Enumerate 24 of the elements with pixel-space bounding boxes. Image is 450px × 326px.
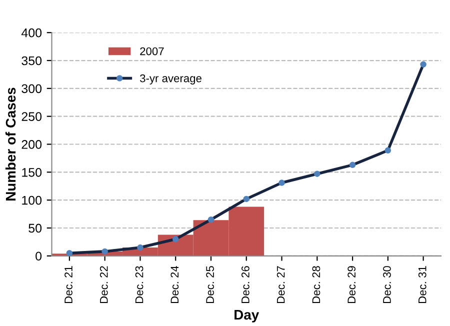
y-tick-label: 350: [22, 56, 42, 66]
x-tick-label: Dec. 22: [100, 266, 108, 304]
x-tick-label: Dec. 31: [418, 266, 426, 304]
x-tick-label: Dec. 21: [64, 266, 72, 304]
legend-label: 2007: [140, 47, 164, 56]
y-tick-label: 300: [22, 84, 42, 94]
y-tick-label: 150: [22, 168, 42, 177]
y-axis-title: Number of Cases: [5, 88, 16, 200]
x-tick-label: Dec. 26: [241, 266, 250, 304]
y-tick-label: 200: [22, 140, 42, 149]
x-tick-label: Dec. 24: [170, 266, 179, 304]
x-tick-label: Dec. 27: [276, 266, 285, 304]
x-tick-label: Dec. 28: [312, 266, 320, 304]
y-tick-label: 100: [22, 196, 42, 205]
x-tick-label: Dec. 30: [383, 266, 391, 304]
y-tick-label: 250: [22, 112, 42, 121]
y-tick-label: 0: [36, 252, 42, 261]
legend-label: 3-yr average: [140, 74, 202, 84]
x-tick-label: Dec. 23: [135, 266, 144, 304]
y-tick-label: 50: [28, 224, 42, 233]
x-tick-label: Dec. 25: [206, 266, 214, 304]
y-tick-label: 400: [21, 28, 42, 38]
x-axis-title: Day: [234, 310, 260, 322]
x-tick-label: Dec. 29: [348, 266, 356, 304]
